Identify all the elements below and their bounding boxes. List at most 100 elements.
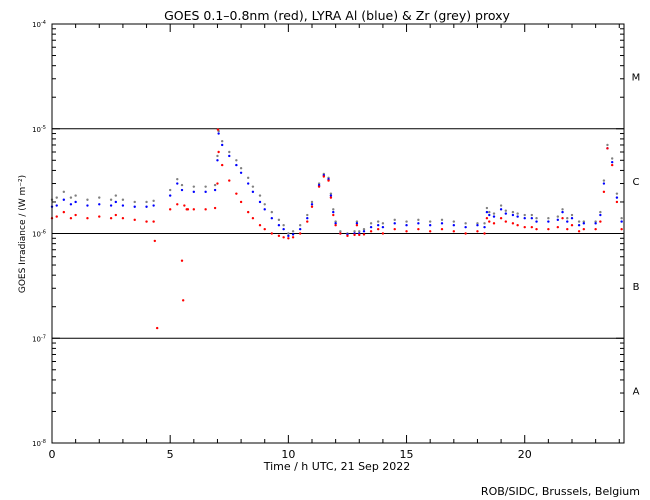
data-point: [310, 205, 314, 208]
data-point: [516, 224, 519, 227]
data-point: [355, 220, 359, 223]
data-point: [556, 215, 560, 218]
data-point: [133, 205, 136, 208]
data-point: [594, 227, 597, 231]
data-point: [282, 224, 285, 227]
data-point: [62, 198, 66, 201]
data-point: [298, 227, 302, 231]
data-point: [155, 326, 159, 330]
data-point: [610, 163, 614, 167]
data-point: [393, 227, 396, 231]
data-point: [440, 218, 444, 222]
data-point: [258, 194, 262, 197]
data-point: [298, 232, 302, 235]
data-point: [74, 194, 77, 197]
data-point: [570, 216, 574, 220]
data-point: [334, 220, 337, 223]
plot-area: [52, 128, 624, 339]
data-point: [310, 203, 314, 206]
data-point: [566, 220, 569, 223]
data-point: [577, 224, 581, 227]
x-tick-label: 0: [49, 448, 56, 461]
data-point: [523, 225, 526, 229]
data-point: [86, 198, 89, 201]
data-point: [287, 237, 290, 240]
data-point: [452, 220, 456, 223]
data-point: [488, 210, 491, 214]
data-point: [310, 200, 314, 204]
data-point: [405, 224, 408, 227]
data-point: [504, 209, 508, 212]
data-point: [339, 232, 342, 235]
data-point: [358, 233, 361, 237]
data-point: [547, 216, 550, 220]
data-point: [121, 216, 125, 220]
data-point: [277, 218, 281, 222]
data-point: [145, 220, 148, 223]
data-point: [176, 182, 179, 185]
data-point: [606, 143, 609, 147]
data-point: [355, 224, 359, 227]
data-point: [69, 216, 73, 220]
data-point: [516, 215, 519, 218]
data-point: [270, 210, 274, 214]
data-point: [291, 233, 295, 236]
data-point: [610, 160, 614, 164]
data-point: [358, 230, 361, 233]
data-point: [464, 225, 467, 229]
data-point: [393, 218, 396, 222]
data-point: [620, 227, 623, 231]
data-point: [417, 218, 420, 222]
data-point: [282, 227, 285, 231]
data-point: [180, 259, 184, 262]
data-point: [556, 225, 560, 229]
data-point: [530, 216, 534, 220]
data-point: [186, 208, 190, 211]
data-point: [287, 232, 290, 235]
data-point: [183, 204, 186, 207]
data-point: [547, 227, 550, 231]
data-point: [355, 222, 359, 225]
data-point: [216, 128, 220, 131]
data-point: [516, 212, 519, 215]
data-point: [176, 203, 179, 206]
data-point: [606, 147, 609, 150]
data-series: [50, 128, 623, 330]
data-point: [504, 220, 508, 223]
data-point: [535, 216, 538, 220]
data-point: [428, 224, 432, 227]
data-point: [145, 205, 148, 208]
data-point: [582, 222, 586, 225]
data-point: [317, 185, 321, 188]
data-point: [610, 157, 614, 160]
data-point: [152, 204, 155, 207]
data-point: [599, 210, 602, 214]
x-axis: 0 5 10 15 20: [49, 24, 620, 461]
data-point: [270, 232, 274, 235]
data-point: [204, 190, 207, 194]
data-point: [220, 140, 224, 143]
data-point: [55, 196, 58, 199]
data-point: [504, 212, 508, 215]
data-point: [530, 213, 534, 217]
data-point: [362, 227, 366, 231]
data-point: [376, 224, 380, 227]
x-tick-label: 5: [167, 448, 174, 461]
data-point: [346, 234, 349, 238]
data-point: [145, 200, 148, 204]
data-point: [263, 203, 266, 206]
flare-class-label: M: [632, 72, 641, 83]
data-point: [499, 204, 503, 207]
data-point: [530, 225, 534, 229]
data-point: [251, 185, 255, 188]
data-point: [69, 203, 73, 206]
data-point: [251, 190, 255, 194]
data-point: [216, 159, 219, 162]
data-point: [476, 230, 479, 233]
data-point: [417, 227, 420, 231]
data-point: [133, 218, 136, 222]
y-tick-label: 10-7: [32, 334, 46, 343]
data-point: [217, 150, 220, 154]
data-point: [376, 220, 380, 223]
data-point: [485, 216, 489, 220]
